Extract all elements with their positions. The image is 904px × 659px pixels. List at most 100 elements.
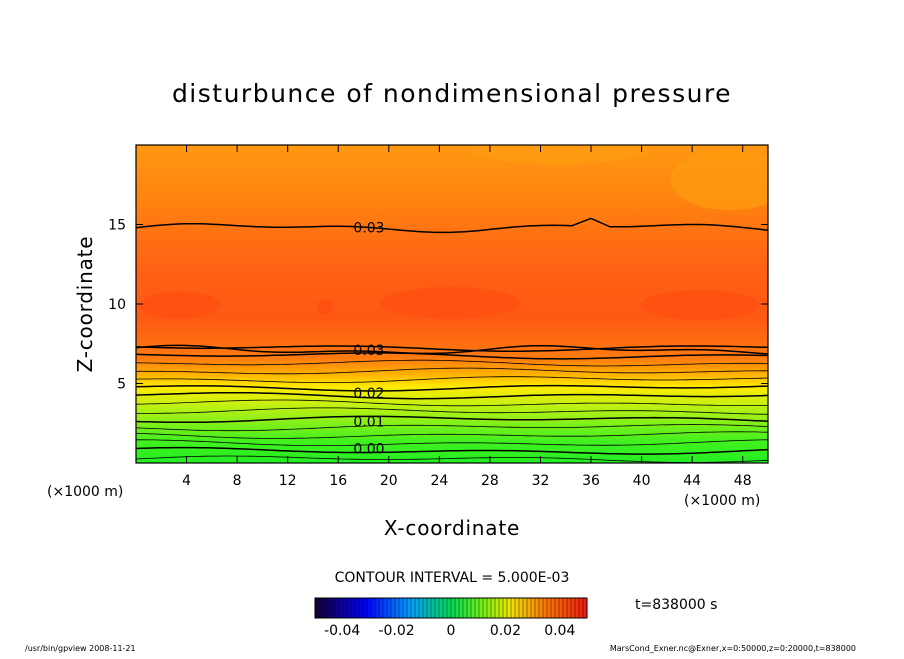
contour-line	[136, 415, 768, 424]
colorbar-cell	[515, 598, 520, 618]
colorbar-cell	[415, 598, 420, 618]
colorbar-cell	[491, 598, 496, 618]
field-max-patch	[640, 290, 760, 320]
contour-line	[136, 367, 768, 375]
colorbar-tick-label: -0.02	[378, 623, 414, 639]
contour-line	[136, 376, 768, 383]
colorbar-cell	[447, 598, 452, 618]
colorbar-cell	[395, 598, 400, 618]
colorbar-cell	[463, 598, 468, 618]
colorbar-cell	[459, 598, 464, 618]
colorbar-frame	[314, 597, 588, 619]
colorbar-cell	[375, 598, 380, 618]
field-upper-patch	[470, 145, 650, 164]
y-tick-label: 10	[108, 297, 126, 313]
contour-line	[136, 407, 768, 415]
colorbar-tick-label: 0.02	[490, 623, 521, 639]
colorbar-cell	[547, 598, 552, 618]
x-tick-label: 48	[734, 473, 752, 489]
colorbar-cell	[427, 598, 432, 618]
contour-line	[136, 399, 768, 407]
colorbar-tick-label: 0.04	[544, 623, 575, 639]
colorbar-cell	[383, 598, 388, 618]
colorbar-cell	[391, 598, 396, 618]
y-tick-label: 5	[117, 377, 126, 393]
colorbar-cell	[471, 598, 476, 618]
contour-line	[136, 359, 768, 367]
contour-line	[136, 217, 768, 234]
x-tick-label: 20	[380, 473, 398, 489]
contour-line	[136, 424, 768, 432]
colorbar-cell	[575, 598, 580, 618]
colorbar-cell	[451, 598, 456, 618]
colorbar-cell	[559, 598, 564, 618]
colorbar-cell	[319, 598, 324, 618]
colorbar-cell	[503, 598, 508, 618]
colorbar-cell	[487, 598, 492, 618]
colorbar-cell	[335, 598, 340, 618]
colorbar-cell	[479, 598, 484, 618]
colorbar-cell	[411, 598, 416, 618]
field-max-patch	[380, 287, 520, 319]
footer-right: MarsCond_Exner.nc@Exner,x=0:50000,z=0:20…	[610, 644, 856, 653]
contour-line	[136, 392, 768, 400]
colorbar-cell	[583, 598, 588, 618]
x-tick-label: 16	[329, 473, 347, 489]
colorbar-cell	[567, 598, 572, 618]
colorbar-cell	[323, 598, 328, 618]
footer-left: /usr/bin/gpview 2008-11-21	[25, 644, 136, 653]
colorbar-tick-label: 0	[447, 623, 456, 639]
colorbar-cell	[507, 598, 512, 618]
colorbar-cell	[495, 598, 500, 618]
colorbar-cell	[315, 598, 320, 618]
colorbar-cell	[443, 598, 448, 618]
time-label: t=838000 s	[635, 597, 717, 613]
chart-title: disturbunce of nondimensional pressure	[172, 79, 732, 108]
x-axis-unit: (×1000 m)	[684, 493, 760, 509]
contour-line	[136, 384, 768, 392]
colorbar-cell	[331, 598, 336, 618]
colorbar-cell	[535, 598, 540, 618]
colorbar-cell	[455, 598, 460, 618]
x-tick-label: 28	[481, 473, 499, 489]
colorbar-cell	[359, 598, 364, 618]
colorbar-cell	[579, 598, 584, 618]
contour-line	[136, 431, 768, 439]
field-max-patch	[140, 291, 220, 319]
colorbar-cell	[571, 598, 576, 618]
contour-label: 0.00	[353, 442, 384, 458]
colorbar-cell	[431, 598, 436, 618]
colorbar-cell	[527, 598, 532, 618]
y-axis-label: Z-coordinate	[73, 236, 97, 373]
colorbar-cell	[511, 598, 516, 618]
colorbar-tick-label: -0.04	[324, 623, 360, 639]
colorbar-cell	[499, 598, 504, 618]
field-max-patch	[317, 299, 333, 315]
x-tick-label: 24	[430, 473, 448, 489]
x-tick-label: 4	[182, 473, 191, 489]
contour-interval: CONTOUR INTERVAL = 5.000E-03	[335, 570, 570, 586]
y-axis-unit: (×1000 m)	[47, 484, 123, 500]
contour-label: 0.03	[353, 343, 384, 359]
colorbar-cell	[523, 598, 528, 618]
contour-line	[136, 344, 768, 355]
colorbar-cell	[347, 598, 352, 618]
y-tick-label: 15	[108, 218, 126, 234]
contour-line	[136, 439, 768, 446]
colorbar-cell	[343, 598, 348, 618]
colorbar-cell	[355, 598, 360, 618]
colorbar-cell	[467, 598, 472, 618]
x-tick-label: 32	[532, 473, 550, 489]
field-upper-patch	[670, 150, 768, 210]
colorbar-cell	[531, 598, 536, 618]
colorbar-cell	[555, 598, 560, 618]
colorbar-cell	[435, 598, 440, 618]
colorbar-cell	[519, 598, 524, 618]
colorbar-cell	[363, 598, 368, 618]
contour-label: 0.01	[353, 415, 384, 431]
colorbar-cell	[475, 598, 480, 618]
colorbar-cell	[423, 598, 428, 618]
colorbar-cell	[399, 598, 404, 618]
colorbar-cell	[327, 598, 332, 618]
